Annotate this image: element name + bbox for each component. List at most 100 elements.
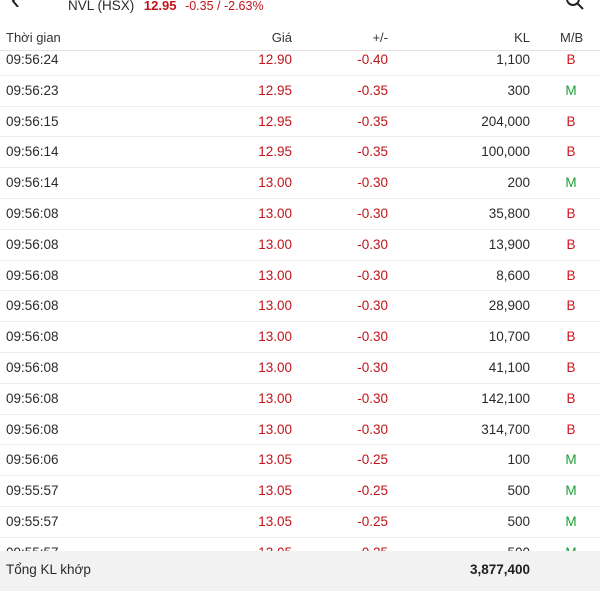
trade-time: 09:56:14 [6,144,59,160]
table-row: 09:56:06 13.05 -0.25 100 M [0,445,600,477]
trade-price: 13.05 [258,483,292,499]
trade-change: -0.35 [357,144,388,160]
trade-change: -0.25 [357,513,388,529]
trade-price: 13.00 [258,205,292,221]
trade-change: -0.30 [357,205,388,221]
trade-time: 09:56:08 [6,329,59,345]
trade-side: M [565,452,577,468]
trade-change: -0.25 [357,452,388,468]
trade-side: B [566,390,576,406]
trade-volume: 500 [507,513,530,529]
search-icon[interactable] [566,0,584,10]
column-header-change[interactable]: +/- [372,30,388,45]
trade-side: B [566,52,576,67]
trade-volume: 28,900 [488,298,530,314]
trade-time: 09:56:08 [6,359,59,375]
trade-price: 13.00 [258,421,292,437]
trade-price: 13.00 [258,329,292,345]
trade-price: 13.00 [258,390,292,406]
trade-volume: 8,600 [496,267,530,283]
trade-price: 13.00 [258,298,292,314]
chevron-left-icon[interactable] [10,0,22,8]
trade-volume: 13,900 [488,236,530,252]
trade-change: -0.30 [357,267,388,283]
column-header-price[interactable]: Giá [271,30,292,45]
trade-list[interactable]: 09:56:24 12.90 -0.40 1,100 B 09:56:23 12.95 -0.… [0,45,600,569]
table-row: 09:56:08 13.00 -0.30 10,700 B [0,322,600,353]
trade-change: -0.30 [357,329,388,345]
column-header-volume[interactable]: KL [514,30,530,45]
column-header-side[interactable]: M/B [560,30,584,45]
trade-side: B [566,267,576,283]
trade-volume: 10,700 [488,329,530,345]
trade-price: 12.95 [258,82,292,98]
table-row: 09:56:14 13.00 -0.30 200 M [0,168,600,199]
trade-side: B [566,205,576,221]
trade-volume: 100 [507,452,530,468]
table-row: 09:56:08 13.00 -0.30 13,900 B [0,230,600,261]
trade-volume: 314,700 [481,421,530,437]
trade-change: -0.30 [357,421,388,437]
trade-time: 09:56:08 [6,298,59,314]
trade-time: 09:56:08 [6,390,59,406]
trade-side: B [566,236,576,252]
trade-time: 09:56:06 [6,452,59,468]
trade-side: M [565,483,577,499]
table-header: Thời gian Giá +/- KL M/B [0,22,600,51]
trade-time: 09:56:08 [6,267,59,283]
table-row: 09:56:23 12.95 -0.35 300 M [0,76,600,107]
trade-price: 12.90 [258,52,292,67]
trade-side: B [566,421,576,437]
trade-time: 09:56:08 [6,205,59,221]
ticker-change: -0.35 / -2.63% [185,0,264,13]
trade-price: 13.00 [258,359,292,375]
trade-volume: 200 [507,175,530,191]
app-header: NVL (HSX) 12.95 -0.35 / -2.63% [0,0,600,22]
table-row: 09:56:08 13.00 -0.30 314,700 B [0,415,600,446]
trade-side: M [565,82,577,98]
table-row: 09:55:57 13.05 -0.25 500 M [0,476,600,507]
total-volume-value: 3,877,400 [469,562,530,577]
table-row: 09:56:15 12.95 -0.35 204,000 B [0,107,600,138]
trade-side: M [565,513,577,529]
trade-volume: 100,000 [481,144,530,160]
trade-time: 09:56:24 [6,52,59,67]
trade-time: 09:55:57 [6,513,59,529]
trade-time: 09:55:57 [6,483,59,499]
trade-side: B [566,144,576,160]
trade-time: 09:56:15 [6,113,59,129]
table-row: 09:56:08 13.00 -0.30 35,800 B [0,199,600,230]
trade-change: -0.30 [357,359,388,375]
total-volume-label: Tổng KL khớp [6,562,91,577]
column-header-time[interactable]: Thời gian [6,30,61,45]
trade-volume: 35,800 [488,205,530,221]
ticker-symbol: NVL (HSX) [68,0,135,13]
table-row: 09:55:57 13.05 -0.25 500 M [0,507,600,538]
trade-price: 13.00 [258,236,292,252]
trade-side: B [566,359,576,375]
table-row: 09:56:24 12.90 -0.40 1,100 B [0,45,600,76]
trade-change: -0.40 [357,52,388,67]
trade-time: 09:56:08 [6,421,59,437]
trade-price: 12.95 [258,144,292,160]
trade-change: -0.30 [357,390,388,406]
trade-time: 09:56:23 [6,82,59,98]
trade-volume: 300 [507,82,530,98]
trade-volume: 41,100 [488,359,530,375]
table-row: 09:56:08 13.00 -0.30 8,600 B [0,261,600,292]
trade-volume: 1,100 [496,52,530,67]
trade-side: M [565,175,577,191]
trade-change: -0.30 [357,236,388,252]
trade-side: B [566,329,576,345]
trade-change: -0.30 [357,298,388,314]
trade-price: 12.95 [258,113,292,129]
trade-price: 13.05 [258,513,292,529]
trade-side: B [566,298,576,314]
ticker-summary: NVL (HSX) 12.95 -0.35 / -2.63% [68,0,264,13]
trade-change: -0.25 [357,483,388,499]
trade-volume: 142,100 [481,390,530,406]
trade-time: 09:56:14 [6,175,59,191]
trade-side: B [566,113,576,129]
trade-change: -0.35 [357,113,388,129]
trade-price: 13.05 [258,452,292,468]
